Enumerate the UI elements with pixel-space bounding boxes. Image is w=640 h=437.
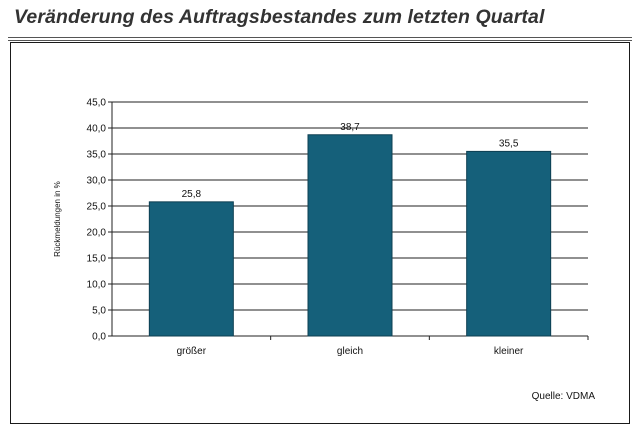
y-tick-label: 5,0 [92,306,106,317]
bar-3 [466,150,552,337]
bar-2 [307,134,393,337]
y-tick-label: 10,0 [87,280,107,291]
x-tick-label: kleiner [494,346,524,357]
title-rule-top [8,37,632,38]
value-label: 38,7 [340,122,360,133]
x-tick-label: gleich [337,346,363,357]
y-axis-ticks: 0,0 5,0 10,0 15,0 20,0 25,0 30,0 35,0 40,0 45,0 [87,98,112,343]
y-tick-label: 40,0 [87,124,107,135]
y-tick-label: 25,0 [87,202,107,213]
y-tick-label: 45,0 [87,98,107,109]
y-tick-label: 35,0 [87,150,107,161]
value-label: 35,5 [499,138,519,149]
source-note: Quelle: VDMA [531,391,595,402]
y-tick-label: 0,0 [92,332,106,343]
value-label: 25,8 [182,189,202,200]
y-axis-label: Rückmeldungen in % [53,181,62,257]
y-tick-label: 30,0 [87,176,107,187]
chart-title: Veränderung des Auftragsbestandes zum le… [14,6,545,28]
chart-frame [10,42,630,424]
x-axis-ticks: größer gleich kleiner [177,336,589,357]
y-tick-label: 20,0 [87,228,107,239]
x-tick-label: größer [177,346,207,357]
y-tick-label: 15,0 [87,254,107,265]
bars [148,134,552,337]
title-rule-bottom [8,40,632,41]
bar-1 [148,201,234,337]
value-labels: 25,8 38,7 35,5 [182,122,519,200]
